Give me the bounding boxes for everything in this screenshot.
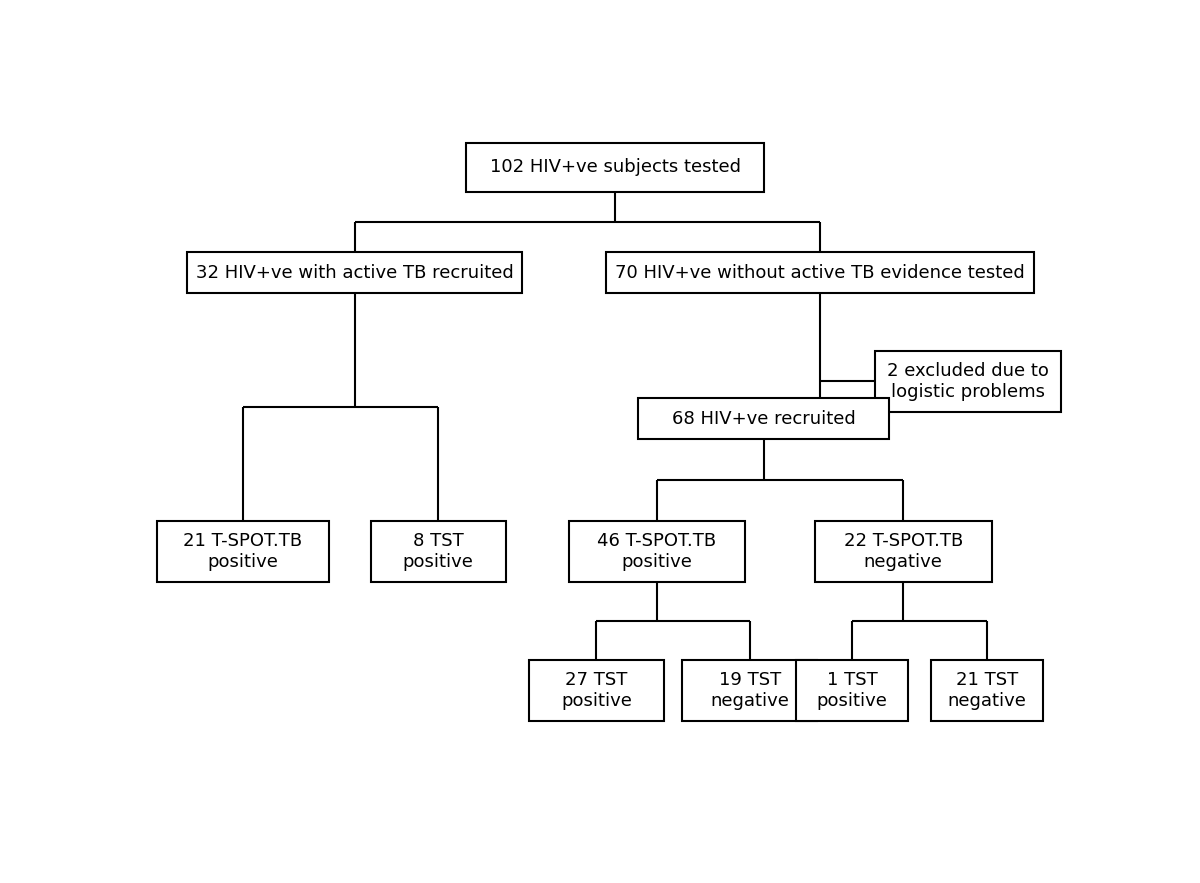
FancyBboxPatch shape xyxy=(371,521,505,582)
FancyBboxPatch shape xyxy=(797,660,908,721)
FancyBboxPatch shape xyxy=(876,351,1062,411)
Text: 27 TST
positive: 27 TST positive xyxy=(560,671,632,710)
Text: 32 HIV+ve with active TB recruited: 32 HIV+ve with active TB recruited xyxy=(196,263,514,282)
Text: 19 TST
negative: 19 TST negative xyxy=(710,671,790,710)
Text: 2 excluded due to
logistic problems: 2 excluded due to logistic problems xyxy=(888,362,1049,401)
Text: 21 T-SPOT.TB
positive: 21 T-SPOT.TB positive xyxy=(184,532,302,570)
FancyBboxPatch shape xyxy=(569,521,745,582)
FancyBboxPatch shape xyxy=(187,253,522,293)
Text: 1 TST
positive: 1 TST positive xyxy=(817,671,888,710)
Text: 8 TST
positive: 8 TST positive xyxy=(403,532,474,570)
Text: 46 T-SPOT.TB
positive: 46 T-SPOT.TB positive xyxy=(598,532,716,570)
Text: 70 HIV+ve without active TB evidence tested: 70 HIV+ve without active TB evidence tes… xyxy=(614,263,1025,282)
Text: 68 HIV+ve recruited: 68 HIV+ve recruited xyxy=(672,410,856,427)
FancyBboxPatch shape xyxy=(931,660,1043,721)
FancyBboxPatch shape xyxy=(683,660,817,721)
FancyBboxPatch shape xyxy=(638,398,889,439)
FancyBboxPatch shape xyxy=(157,521,329,582)
Text: 22 T-SPOT.TB
negative: 22 T-SPOT.TB negative xyxy=(844,532,962,570)
Text: 21 TST
negative: 21 TST negative xyxy=(948,671,1026,710)
FancyBboxPatch shape xyxy=(529,660,664,721)
FancyBboxPatch shape xyxy=(815,521,991,582)
FancyBboxPatch shape xyxy=(606,253,1033,293)
FancyBboxPatch shape xyxy=(466,143,763,192)
Text: 102 HIV+ve subjects tested: 102 HIV+ve subjects tested xyxy=(490,158,740,176)
